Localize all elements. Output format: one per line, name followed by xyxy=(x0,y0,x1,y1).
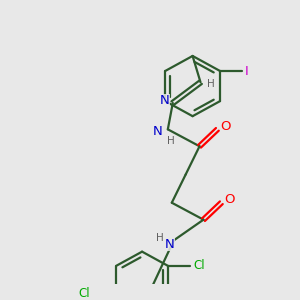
Text: H: H xyxy=(167,136,175,146)
Text: Cl: Cl xyxy=(79,287,90,300)
Text: N: N xyxy=(160,94,170,107)
Text: N: N xyxy=(153,125,163,138)
Text: H: H xyxy=(156,233,164,244)
Text: O: O xyxy=(220,120,230,133)
Text: O: O xyxy=(224,194,235,206)
Text: H: H xyxy=(207,79,214,89)
Text: Cl: Cl xyxy=(194,259,205,272)
Text: N: N xyxy=(165,238,175,250)
Text: I: I xyxy=(245,64,249,77)
